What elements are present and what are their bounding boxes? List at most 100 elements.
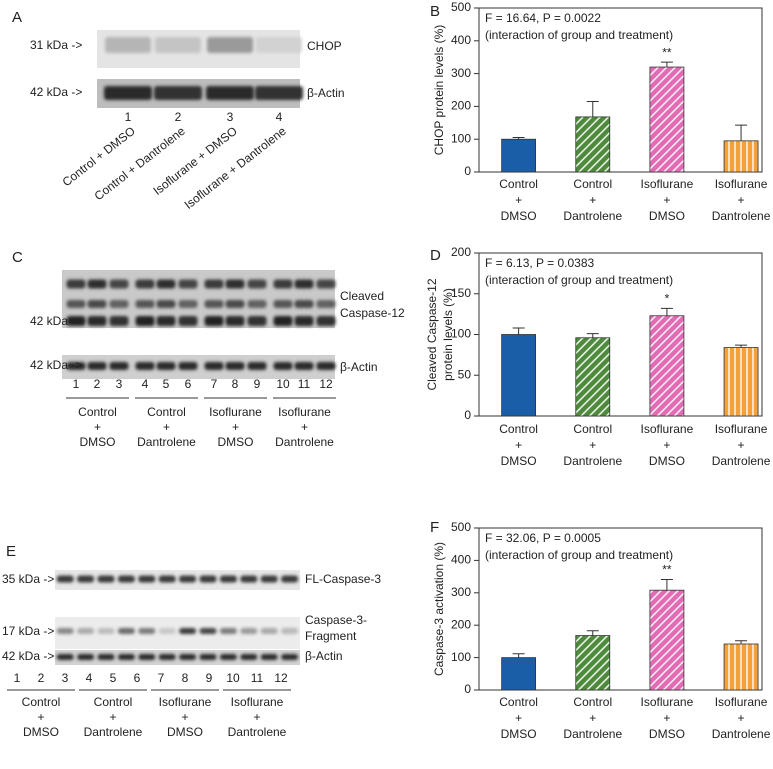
bar (723, 140, 759, 173)
x-tick-label: Isoflurane (641, 695, 694, 709)
blot-band (273, 362, 293, 370)
x-tick-label: DMSO (501, 727, 537, 741)
marker-label: 35 kDa -> (2, 572, 54, 586)
blot-band (225, 316, 245, 326)
blot-band (77, 628, 95, 634)
y-tick-label: 100 (451, 327, 471, 341)
blot-band (294, 279, 314, 289)
blot-band (56, 654, 74, 660)
y-tick-label: 200 (451, 99, 471, 113)
blot-band (260, 628, 278, 634)
blot-band (135, 300, 155, 308)
error-bar (586, 100, 599, 117)
lane-number: 3 (62, 671, 69, 685)
y-tick-label: 500 (451, 520, 471, 534)
y-tick-label: 150 (451, 286, 471, 300)
blot-band (77, 654, 95, 660)
blot-band (87, 279, 107, 289)
x-tick-label: + (589, 438, 596, 452)
blot-band (179, 628, 197, 634)
lane-number: 10 (226, 671, 240, 685)
significance: * (665, 292, 670, 306)
blot-band (316, 316, 336, 326)
blot-band (247, 362, 267, 370)
x-tick-label: Control (573, 177, 612, 191)
lane-number: 3 (116, 377, 123, 391)
blot-band (178, 362, 198, 370)
blot-band (179, 654, 197, 660)
blot-band (109, 300, 129, 308)
y-tick-label: 400 (451, 33, 471, 47)
error-bar (735, 344, 748, 348)
annotation: (interaction of group and treatment) (485, 28, 673, 42)
blot-band (204, 300, 224, 308)
lane-number: 1 (73, 377, 80, 391)
y-tick-label: 200 (451, 617, 471, 631)
lane-number: 4 (276, 110, 283, 124)
panel-letter: D (430, 247, 441, 264)
lane-number: 4 (86, 671, 93, 685)
blot-band (97, 575, 115, 583)
blot-band (294, 300, 314, 308)
blot-band (204, 279, 224, 289)
x-tick-label: Dantrolene (712, 454, 771, 468)
x-tick-label: Isoflurane (715, 695, 768, 709)
blot-band (256, 37, 302, 53)
blot-band (156, 362, 176, 370)
lane-number: 10 (276, 377, 290, 391)
blot-band (138, 628, 156, 634)
group-label: Dantrolene (228, 725, 287, 739)
band-label: Caspase-12 (340, 306, 405, 320)
x-tick-label: Isoflurane (715, 422, 768, 436)
blot-band (178, 300, 198, 308)
group-label: + (181, 710, 188, 724)
blot-band (260, 575, 278, 583)
x-tick-label: Control (573, 695, 612, 709)
band-label: Cleaved (340, 289, 384, 303)
y-axis-label: Caspase-3 activation (%) (432, 542, 446, 676)
blot-band (97, 654, 115, 660)
blot-band (154, 86, 202, 100)
blot-band (135, 279, 155, 289)
marker-label: 17 kDa -> (2, 624, 54, 638)
blot-band (155, 37, 201, 53)
lane-number: 4 (142, 377, 149, 391)
blot-band (158, 575, 176, 583)
blot-band (87, 300, 107, 308)
blot-band (156, 279, 176, 289)
x-tick-label: Control (573, 422, 612, 436)
blot-band (260, 654, 278, 660)
y-tick-label: 0 (464, 682, 471, 696)
band-label: FL-Caspase-3 (305, 572, 381, 586)
x-tick-label: + (515, 438, 522, 452)
blot (55, 617, 300, 649)
group-label: Control (78, 405, 117, 419)
blot-band (316, 279, 336, 289)
blot-band (178, 316, 198, 326)
bar (501, 334, 537, 417)
blot-band (179, 575, 197, 583)
lane-number: 9 (206, 671, 213, 685)
x-tick-label: DMSO (501, 209, 537, 223)
blot-band (97, 628, 115, 634)
x-tick-label: Isoflurane (715, 177, 768, 191)
blot-band (138, 654, 156, 660)
blot-band (87, 316, 107, 326)
group-label: + (232, 420, 239, 434)
blot-band (219, 628, 237, 634)
x-tick-label: Control (499, 422, 538, 436)
blot-band (316, 300, 336, 308)
plot-frame (478, 527, 763, 691)
blot-band (240, 628, 258, 634)
x-tick-label: + (738, 711, 745, 725)
band-label: Fragment (305, 629, 357, 643)
blot-band (247, 316, 267, 326)
blot-band (117, 654, 135, 660)
group-label: + (301, 420, 308, 434)
y-tick-label: 300 (451, 585, 471, 599)
lane-number: 5 (110, 671, 117, 685)
x-tick-label: Dantrolene (712, 209, 771, 223)
error-bar (660, 579, 673, 591)
blot-band (273, 316, 293, 326)
bar (723, 347, 759, 417)
